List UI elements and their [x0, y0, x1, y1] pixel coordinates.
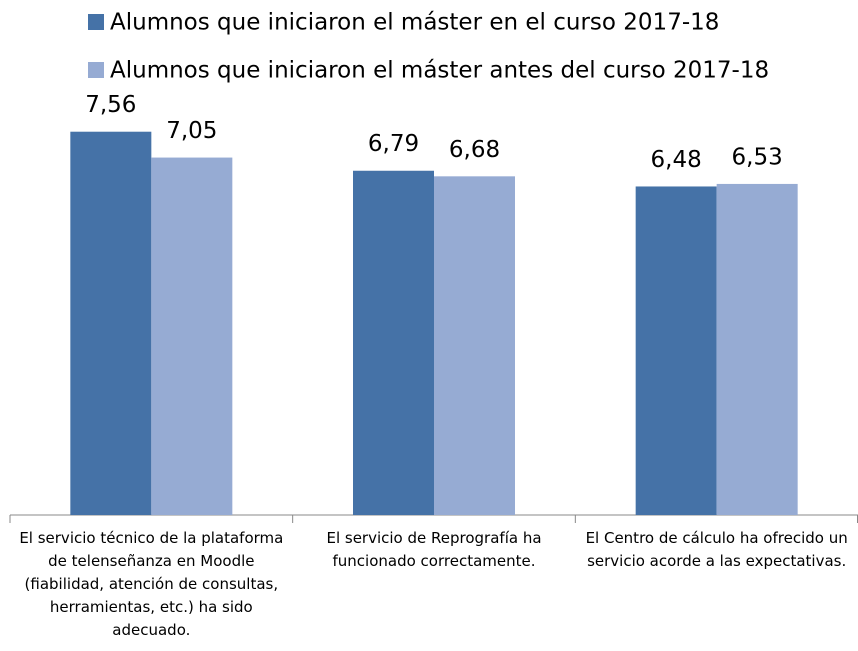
legend-label: Alumnos que iniciaron el máster antes de…	[110, 58, 769, 84]
legend-swatch	[88, 14, 104, 30]
data-label: 6,48	[651, 147, 702, 173]
data-label: 7,56	[85, 92, 136, 118]
bar	[716, 183, 798, 515]
data-label: 7,05	[166, 118, 217, 144]
legend-label: Alumnos que iniciaron el máster en el cu…	[110, 10, 719, 36]
x-tick-label: El servicio técnico de la plataforma de …	[19, 529, 284, 639]
bar	[151, 157, 233, 515]
data-label: 6,68	[449, 137, 500, 163]
bar	[353, 170, 434, 515]
x-tick-label: El Centro de cálculo ha ofrecido un serv…	[585, 529, 848, 570]
x-tick-label: El servicio de Reprografía ha funcionado…	[326, 529, 542, 570]
bar	[635, 186, 717, 516]
data-label: 6,79	[368, 131, 419, 157]
bar	[434, 176, 515, 515]
data-label: 6,53	[732, 144, 783, 170]
bar	[70, 131, 152, 515]
legend-swatch	[88, 62, 104, 78]
